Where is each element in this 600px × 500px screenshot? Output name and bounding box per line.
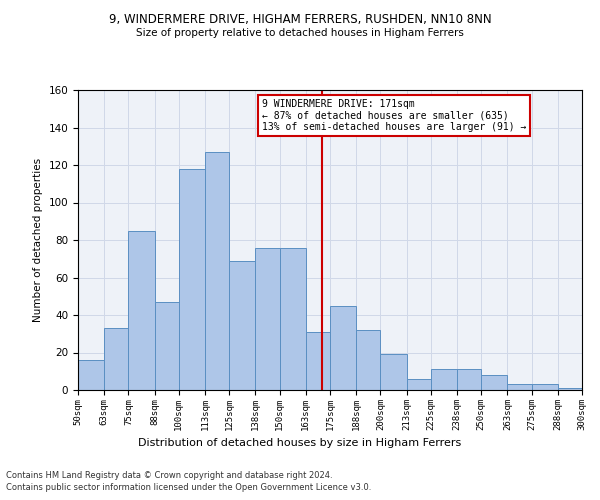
Bar bbox=[431, 370, 457, 390]
Bar bbox=[205, 152, 229, 390]
Bar bbox=[104, 328, 128, 390]
Bar bbox=[179, 169, 205, 390]
Bar bbox=[380, 354, 407, 390]
Bar bbox=[306, 332, 330, 390]
Text: Contains public sector information licensed under the Open Government Licence v3: Contains public sector information licen… bbox=[6, 484, 371, 492]
Bar bbox=[407, 379, 431, 390]
Y-axis label: Number of detached properties: Number of detached properties bbox=[33, 158, 43, 322]
Bar bbox=[508, 384, 532, 390]
Bar bbox=[78, 360, 104, 390]
Text: Distribution of detached houses by size in Higham Ferrers: Distribution of detached houses by size … bbox=[139, 438, 461, 448]
Bar bbox=[155, 302, 179, 390]
Text: Contains HM Land Registry data © Crown copyright and database right 2024.: Contains HM Land Registry data © Crown c… bbox=[6, 471, 332, 480]
Bar bbox=[481, 375, 508, 390]
Bar bbox=[582, 386, 600, 390]
Text: 9 WINDERMERE DRIVE: 171sqm
← 87% of detached houses are smaller (635)
13% of sem: 9 WINDERMERE DRIVE: 171sqm ← 87% of deta… bbox=[262, 99, 526, 132]
Text: 9, WINDERMERE DRIVE, HIGHAM FERRERS, RUSHDEN, NN10 8NN: 9, WINDERMERE DRIVE, HIGHAM FERRERS, RUS… bbox=[109, 12, 491, 26]
Bar bbox=[558, 388, 582, 390]
Bar bbox=[532, 384, 558, 390]
Bar bbox=[128, 230, 155, 390]
Bar bbox=[330, 306, 356, 390]
Bar bbox=[457, 370, 481, 390]
Bar bbox=[356, 330, 380, 390]
Bar bbox=[280, 248, 306, 390]
Bar bbox=[229, 260, 256, 390]
Bar bbox=[256, 248, 280, 390]
Text: Size of property relative to detached houses in Higham Ferrers: Size of property relative to detached ho… bbox=[136, 28, 464, 38]
